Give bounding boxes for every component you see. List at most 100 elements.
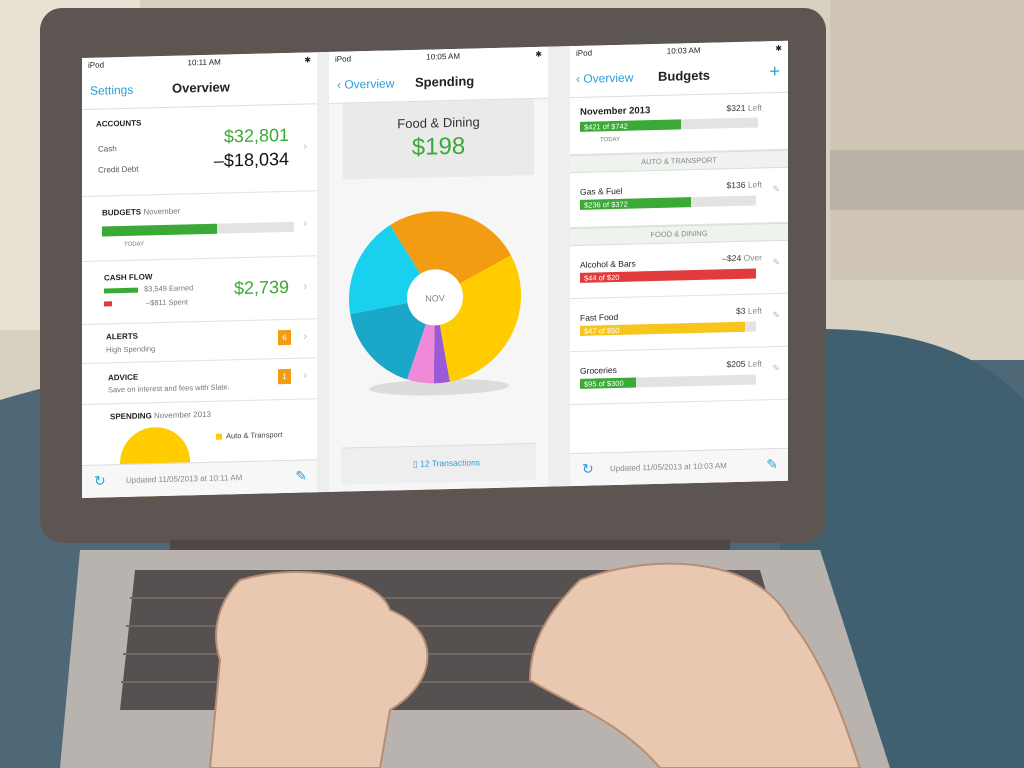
credit-debt-label: Credit Debt (98, 164, 139, 175)
spending-panel: iPod 10:05 AM ✱ ‹ Overview Spending Food… (329, 46, 548, 492)
refresh-icon[interactable]: ↻ (582, 460, 594, 477)
pie-shadow (369, 379, 509, 396)
bluetooth-icon: ✱ (775, 43, 782, 54)
spent-text: –$811 Spent (146, 297, 188, 308)
month-left: $321 Left (726, 102, 762, 114)
nav-bar: ‹ Overview Spending (329, 61, 548, 104)
edit-pencil-icon[interactable]: ✎ (772, 362, 780, 374)
budget-progress-bar: $95 of $300 (580, 374, 756, 389)
budget-progress-text: $236 of $372 (584, 199, 628, 210)
edit-pencil-icon[interactable]: ✎ (772, 256, 780, 268)
page-title: Overview (172, 79, 230, 96)
cash-value: $32,801 (223, 124, 289, 147)
overview-panel: iPod 10:11 AM ✱ Settings Overview ACCOUN… (82, 52, 317, 499)
chevron-right-icon: › (303, 330, 307, 343)
budget-progress-bar: $47 of $50 (580, 321, 756, 336)
pie-slice-orange[interactable] (390, 210, 511, 299)
budget-progress-text: $44 of $20 (584, 272, 620, 283)
page-title: Spending (415, 73, 475, 90)
legend-label: Auto & Transport (226, 430, 283, 441)
alerts-count-badge: 6 (278, 329, 291, 346)
budgets-section[interactable]: BUDGETS November TODAY › (82, 191, 317, 262)
advice-heading: ADVICE (108, 372, 139, 383)
transactions-bar[interactable]: ▯ 12 Transactions (341, 442, 536, 485)
budget-row-gas-fuel[interactable]: Gas & Fuel $136 Left $236 of $372 ✎ (570, 167, 788, 229)
cash-label: Cash (98, 144, 117, 154)
earned-bar (104, 287, 138, 294)
panel-gap (548, 46, 570, 487)
cash-flow-section[interactable]: CASH FLOW $3,549 Earned –$811 Spent $2,7… (82, 256, 317, 325)
clock: 10:03 AM (666, 45, 701, 56)
budget-progress-text: $95 of $300 (584, 378, 624, 389)
pie-slice-teal[interactable] (350, 297, 435, 380)
nav-bar: Settings Overview (82, 67, 317, 110)
category-name: Food & Dining (397, 114, 480, 132)
laptop-screen: iPod 10:11 AM ✱ Settings Overview ACCOUN… (82, 40, 788, 499)
advice-section[interactable]: ADVICE Save on interest and fees with Sl… (82, 358, 317, 405)
back-button[interactable]: ‹ Overview (576, 70, 634, 86)
accounts-section[interactable]: ACCOUNTS Cash $32,801 Credit Debt –$18,0… (82, 104, 317, 197)
budget-name: Groceries (580, 364, 617, 376)
transactions-link[interactable]: ▯ 12 Transactions (413, 457, 481, 469)
month-budget-row[interactable]: November 2013 $321 Left $421 of $742 TOD… (570, 92, 788, 156)
chevron-right-icon: › (303, 140, 307, 153)
budget-name: Fast Food (580, 311, 619, 323)
cash-flow-heading: CASH FLOW (104, 272, 153, 283)
budget-row-fast-food[interactable]: Fast Food $3 Left $47 of $50 ✎ (570, 293, 788, 353)
advice-count-badge: 1 (278, 368, 291, 385)
cash-flow-value: $2,739 (233, 276, 289, 299)
advice-subtitle: Save on interest and fees with Slate. (108, 382, 230, 395)
chevron-right-icon: › (303, 369, 307, 382)
today-marker: TODAY (124, 241, 145, 248)
budgets-footer: ↻ Updated 11/05/2013 at 10:03 AM ✎ (570, 447, 788, 487)
hinge (170, 540, 730, 552)
pie-center-label: NOV (425, 293, 445, 303)
right-hand (528, 562, 862, 768)
spending-section[interactable]: SPENDING November 2013 Auto & Transport (82, 399, 317, 499)
edit-pencil-icon[interactable]: ✎ (772, 309, 780, 321)
back-button[interactable]: ‹ Overview (337, 76, 395, 92)
nav-bar: ‹ Overview Budgets + (570, 55, 788, 99)
month-progress-bar: $421 of $742 (580, 117, 758, 132)
month-progress-text: $421 of $742 (584, 121, 628, 132)
compose-icon[interactable]: ✎ (295, 467, 307, 484)
overview-footer: ↻ Updated 11/05/2013 at 10:11 AM ✎ (82, 459, 317, 498)
edit-pencil-icon[interactable]: ✎ (772, 183, 780, 195)
budget-row-alcohol-bars[interactable]: Alcohol & Bars –$24 Over $44 of $20 ✎ (570, 240, 788, 300)
bluetooth-icon: ✱ (535, 49, 542, 59)
category-amount: $198 (411, 132, 466, 161)
budgets-heading: BUDGETS November (102, 206, 181, 218)
budget-remaining: –$24 Over (722, 252, 762, 264)
chevron-right-icon: › (303, 217, 307, 230)
accounts-heading: ACCOUNTS (96, 118, 142, 129)
clock: 10:11 AM (187, 57, 221, 68)
laptop-base (60, 540, 890, 768)
updated-text: Updated 11/05/2013 at 10:03 AM (610, 461, 727, 474)
panel-gap (317, 51, 329, 493)
spending-pie-chart[interactable]: NOV (347, 207, 529, 411)
budget-progress-text: $47 of $50 (584, 325, 620, 336)
budget-progress-bar (102, 221, 294, 237)
spent-bar (104, 301, 112, 307)
budget-progress-bar: $44 of $20 (580, 268, 756, 283)
budget-progress-bar: $236 of $372 (580, 195, 756, 210)
budget-row-groceries[interactable]: Groceries $205 Left $95 of $300 ✎ (570, 346, 788, 406)
budget-remaining: $3 Left (735, 305, 762, 317)
clock: 10:05 AM (426, 51, 461, 62)
pie-center-hole (407, 269, 463, 326)
compose-icon[interactable]: ✎ (766, 455, 778, 473)
alerts-section[interactable]: ALERTS High Spending 6 › (82, 319, 317, 364)
settings-link[interactable]: Settings (90, 82, 134, 98)
add-button[interactable]: + (769, 60, 780, 82)
budget-remaining: $136 Left (726, 179, 762, 191)
left-hand (208, 570, 429, 768)
page-title: Budgets (658, 67, 710, 84)
credit-debt-value: –$18,034 (213, 148, 289, 171)
bluetooth-icon: ✱ (304, 55, 311, 65)
chevron-right-icon: › (303, 280, 307, 293)
budget-name: Alcohol & Bars (580, 258, 636, 270)
carrier-label: iPod (88, 60, 105, 70)
carrier-label: iPod (335, 54, 352, 64)
refresh-icon[interactable]: ↻ (94, 472, 106, 489)
